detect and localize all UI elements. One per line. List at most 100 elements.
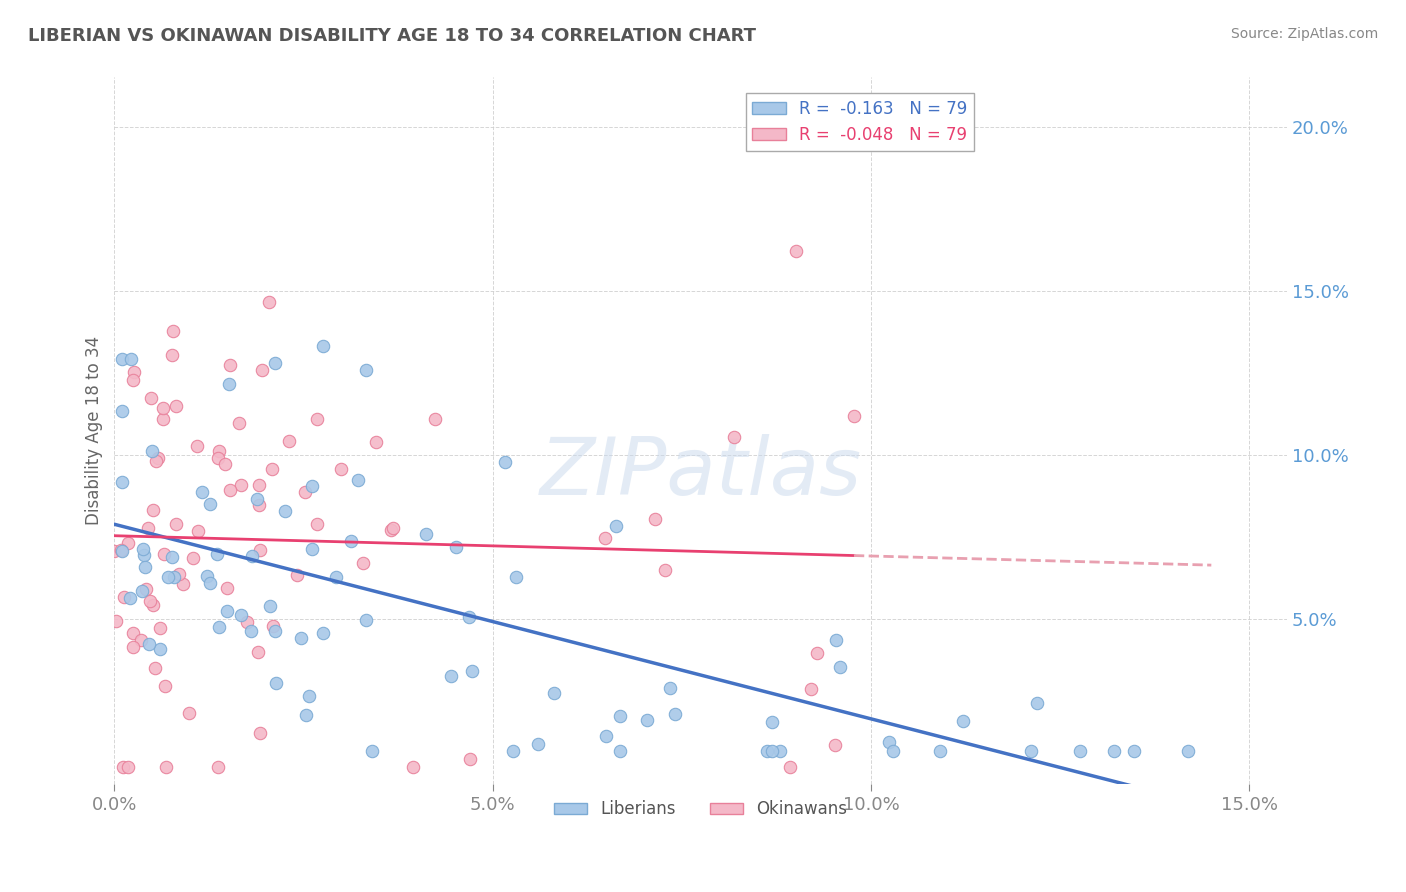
Text: ZIPatlas: ZIPatlas (540, 434, 862, 512)
Point (877, 735, 900, 749)
Point (186, 439, 208, 453)
Point (285, 567, 308, 582)
Point (122, 640, 145, 654)
Point (122, 625, 145, 640)
Point (249, 542, 271, 557)
Point (952, 714, 974, 728)
Point (139, 593, 162, 607)
Point (494, 455, 516, 469)
Point (197, 568, 219, 582)
Point (247, 477, 270, 491)
Point (842, 409, 865, 423)
Point (240, 549, 263, 563)
Point (219, 483, 242, 498)
Point (236, 615, 259, 629)
Point (198, 575, 221, 590)
Text: LIBERIAN VS OKINAWAN DISABILITY AGE 18 TO 34 CORRELATION CHART: LIBERIAN VS OKINAWAN DISABILITY AGE 18 T… (28, 27, 756, 45)
Point (260, 462, 283, 476)
Point (263, 356, 285, 370)
Point (294, 708, 316, 723)
Point (120, 352, 142, 367)
Point (340, 534, 363, 549)
Point (325, 569, 347, 583)
Point (830, 660, 852, 674)
Point (756, 744, 779, 758)
Point (352, 557, 374, 571)
Point (162, 348, 184, 362)
Point (191, 485, 214, 500)
Point (761, 714, 783, 729)
Point (274, 503, 297, 517)
Point (152, 547, 174, 561)
Point (217, 604, 239, 618)
Point (658, 681, 681, 695)
Point (132, 541, 155, 556)
Point (347, 473, 370, 487)
Point (457, 610, 479, 624)
Point (172, 577, 194, 591)
Point (142, 598, 165, 612)
Point (207, 760, 229, 774)
Point (723, 430, 745, 444)
Point (111, 403, 134, 417)
Point (928, 744, 950, 758)
Point (149, 621, 172, 635)
Point (152, 401, 174, 416)
Point (526, 737, 548, 751)
Point (354, 613, 377, 627)
Point (402, 760, 425, 774)
Point (179, 706, 201, 720)
Point (217, 581, 239, 595)
Point (329, 462, 352, 476)
Point (246, 491, 269, 506)
Point (644, 512, 666, 526)
Point (146, 450, 169, 465)
Point (294, 484, 316, 499)
Point (305, 517, 328, 532)
Point (153, 679, 176, 693)
Point (1177, 744, 1199, 758)
Point (779, 760, 801, 774)
Point (165, 399, 187, 413)
Point (301, 542, 323, 557)
Point (214, 457, 236, 471)
Point (167, 567, 190, 582)
Point (152, 412, 174, 426)
Point (208, 620, 231, 634)
Point (160, 550, 183, 565)
Point (1102, 744, 1125, 758)
Point (785, 244, 807, 258)
Point (301, 479, 323, 493)
Point (1123, 744, 1146, 758)
Point (249, 726, 271, 740)
Point (129, 633, 152, 648)
Point (110, 542, 132, 557)
Point (250, 363, 273, 377)
Point (111, 544, 134, 558)
Point (806, 646, 828, 660)
Point (162, 324, 184, 338)
Point (157, 570, 180, 584)
Point (145, 453, 167, 467)
Point (105, 614, 128, 628)
Point (609, 708, 631, 723)
Point (117, 535, 139, 549)
Point (354, 363, 377, 377)
Point (769, 744, 792, 758)
Point (165, 516, 187, 531)
Point (654, 563, 676, 577)
Point (761, 744, 783, 758)
Point (112, 760, 135, 774)
Point (139, 391, 162, 405)
Point (307, 411, 329, 425)
Point (824, 632, 846, 647)
Point (103, 543, 125, 558)
Point (142, 502, 165, 516)
Text: Source: ZipAtlas.com: Source: ZipAtlas.com (1230, 27, 1378, 41)
Point (155, 760, 177, 774)
Point (149, 641, 172, 656)
Point (231, 478, 253, 492)
Point (249, 498, 271, 512)
Point (800, 681, 823, 696)
Point (183, 551, 205, 566)
